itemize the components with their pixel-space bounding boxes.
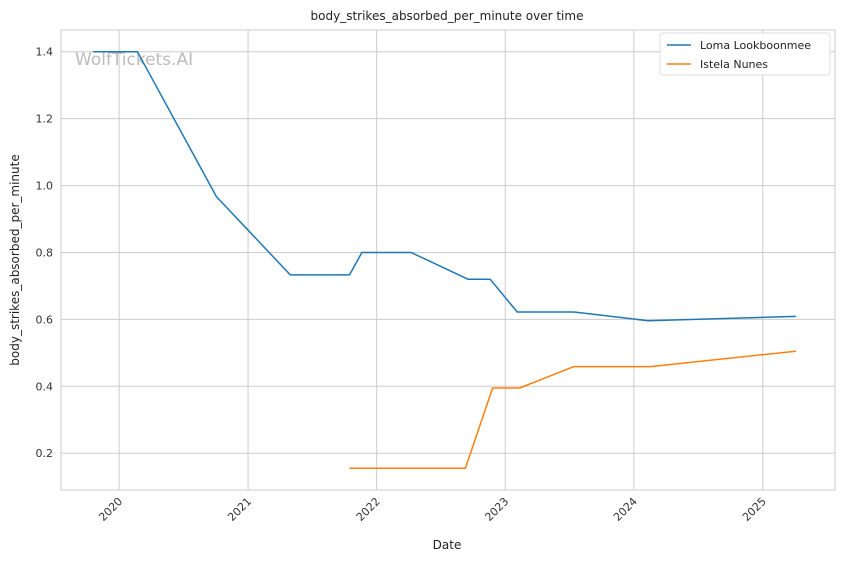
y-axis-title: body_strikes_absorbed_per_minute bbox=[8, 154, 22, 365]
series-line-1 bbox=[93, 50, 796, 322]
series-lines bbox=[93, 50, 796, 470]
y-tick-label: 0.4 bbox=[36, 380, 54, 393]
y-tick-label: 1.2 bbox=[36, 113, 54, 126]
grid-lines bbox=[61, 30, 835, 490]
x-tick-label: 2025 bbox=[740, 495, 769, 524]
legend-box bbox=[659, 32, 831, 76]
chart-title: body_strikes_absorbed_per_minute over ti… bbox=[311, 9, 584, 23]
y-tick-label: 1.4 bbox=[36, 46, 54, 59]
legend: Loma Lookboonmee Istela Nunes bbox=[659, 32, 831, 76]
axis-ticks: 0.2 0.4 0.6 0.8 1.0 1.2 1.4 2020 2021 2022 2023 202… bbox=[36, 46, 769, 524]
watermark: WolfTickets.AI bbox=[75, 50, 193, 70]
x-tick-label: 2024 bbox=[611, 495, 640, 524]
series-line-2 bbox=[349, 350, 796, 470]
y-tick-label: 1.0 bbox=[36, 180, 54, 193]
legend-label-series-1: Loma Lookboonmee bbox=[700, 39, 811, 52]
x-tick-label: 2021 bbox=[225, 495, 254, 524]
y-tick-label: 0.8 bbox=[36, 246, 54, 259]
x-tick-label: 2020 bbox=[96, 495, 125, 524]
y-tick-label: 0.2 bbox=[36, 447, 54, 460]
y-tick-label: 0.6 bbox=[36, 313, 54, 326]
legend-label-series-2: Istela Nunes bbox=[700, 58, 768, 71]
x-tick-label: 2022 bbox=[354, 495, 383, 524]
x-tick-label: 2023 bbox=[482, 495, 511, 524]
x-axis-title: Date bbox=[433, 538, 462, 552]
plot-area-frame bbox=[60, 29, 836, 491]
